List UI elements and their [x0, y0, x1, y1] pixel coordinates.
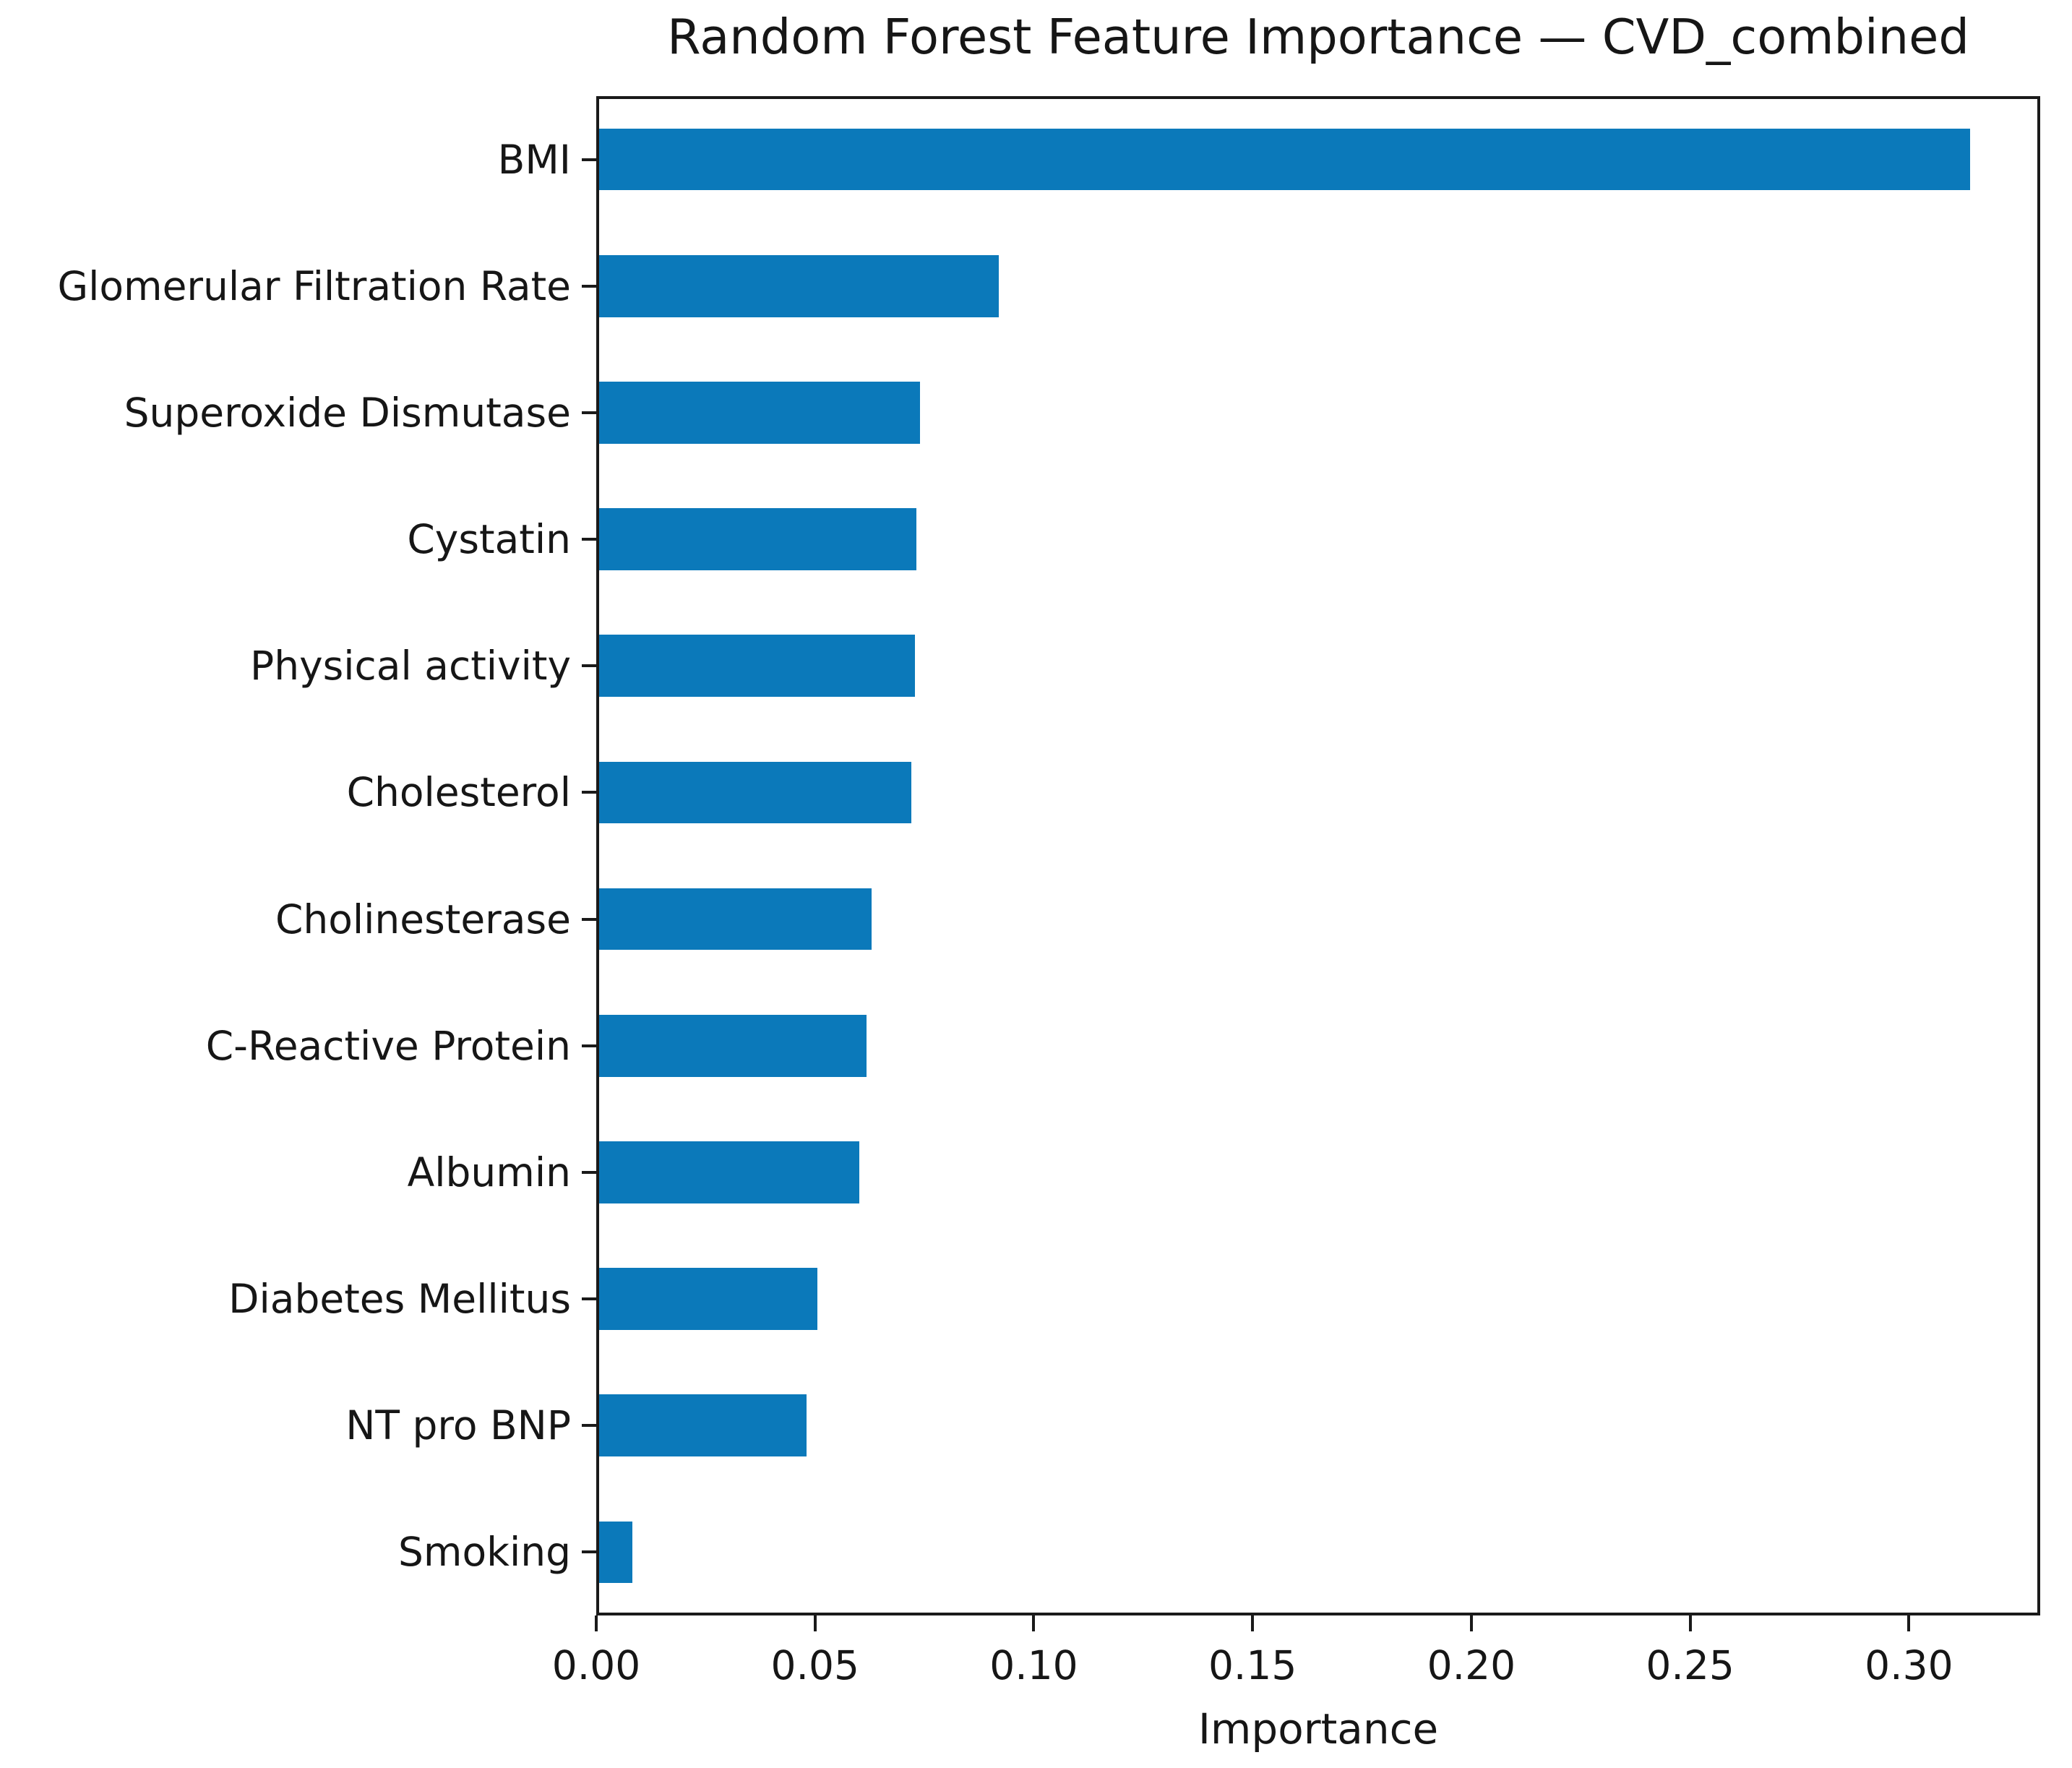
- bar: [599, 128, 1971, 191]
- bar: [599, 254, 1000, 317]
- y-tick-mark: [582, 1424, 596, 1428]
- bar: [599, 635, 915, 698]
- y-tick-label: Diabetes Mellitus: [228, 1276, 571, 1323]
- x-tick-mark: [1251, 1615, 1255, 1631]
- x-axis-label: Importance: [1198, 1704, 1439, 1754]
- bar: [599, 761, 911, 824]
- bar: [599, 382, 921, 444]
- y-tick-mark: [582, 158, 596, 161]
- x-tick-mark: [595, 1615, 598, 1631]
- y-tick-label: Glomerular Filtration Rate: [57, 262, 571, 309]
- y-tick-label: Superoxide Dismutase: [124, 389, 571, 436]
- y-tick-label: Cholinesterase: [275, 896, 571, 943]
- y-tick-label: Cholesterol: [346, 769, 571, 816]
- y-tick-label: NT pro BNP: [345, 1402, 571, 1449]
- y-tick-mark: [582, 917, 596, 921]
- y-tick-mark: [582, 1044, 596, 1047]
- y-tick-label: Albumin: [407, 1149, 571, 1196]
- y-tick-mark: [582, 411, 596, 414]
- y-tick-label: BMI: [497, 136, 571, 183]
- y-tick-mark: [582, 791, 596, 794]
- y-tick-mark: [582, 1297, 596, 1301]
- x-tick-label: 0.25: [1646, 1642, 1734, 1688]
- y-tick-label: Cystatin: [407, 516, 571, 563]
- y-tick-mark: [582, 1550, 596, 1554]
- x-tick-label: 0.00: [551, 1642, 641, 1688]
- x-tick-label: 0.30: [1865, 1642, 1953, 1688]
- bar: [599, 1521, 633, 1584]
- y-tick-mark: [582, 1170, 596, 1174]
- y-tick-mark: [582, 664, 596, 668]
- bar: [599, 1394, 807, 1457]
- x-tick-label: 0.15: [1208, 1642, 1297, 1688]
- x-tick-mark: [813, 1615, 817, 1631]
- x-tick-label: 0.05: [770, 1642, 859, 1688]
- y-tick-label: Smoking: [397, 1529, 571, 1576]
- x-tick-mark: [1032, 1615, 1036, 1631]
- bar: [599, 508, 917, 570]
- bar: [599, 888, 872, 950]
- y-tick-mark: [582, 538, 596, 541]
- plot-area: [596, 96, 2040, 1615]
- bar: [599, 1268, 818, 1330]
- y-tick-label: Physical activity: [250, 643, 571, 690]
- x-tick-mark: [1688, 1615, 1692, 1631]
- x-tick-mark: [1907, 1615, 1911, 1631]
- x-tick-label: 0.20: [1427, 1642, 1516, 1688]
- chart-title: Random Forest Feature Importance — CVD_c…: [667, 9, 1969, 65]
- bar: [599, 1141, 859, 1203]
- x-tick-label: 0.10: [989, 1642, 1078, 1688]
- x-tick-mark: [1469, 1615, 1473, 1631]
- bar: [599, 1014, 867, 1077]
- y-tick-label: C-Reactive Protein: [205, 1022, 571, 1069]
- y-tick-mark: [582, 284, 596, 288]
